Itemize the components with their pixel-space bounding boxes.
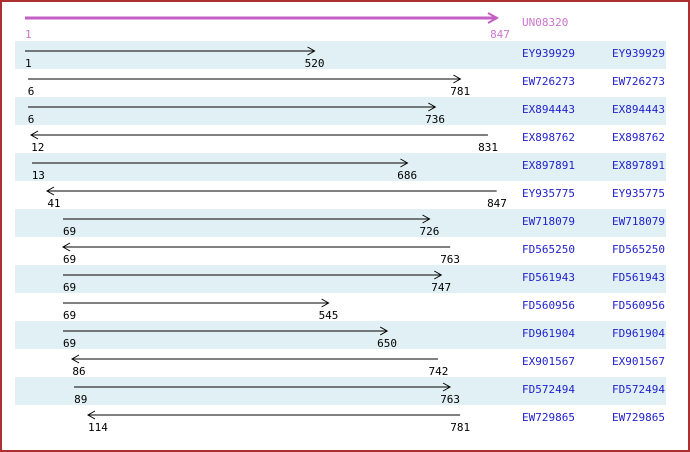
reference-accession-label: UN08320: [522, 16, 569, 29]
alignment-start-coordinate: 6: [27, 85, 35, 98]
accession-label[interactable]: FD572494: [522, 383, 575, 396]
alignment-row-band: [15, 265, 666, 293]
accession-link[interactable]: FD572494: [612, 383, 665, 396]
alignment-arrow-right-icon: [27, 74, 462, 84]
accession-link[interactable]: EY935775: [612, 187, 665, 200]
reference-arrow-icon: [25, 12, 500, 24]
accession-label[interactable]: FD565250: [522, 243, 575, 256]
alignment-row-band: [15, 377, 666, 405]
accession-label[interactable]: EW718079: [522, 215, 575, 228]
alignment-start-coordinate: 41: [47, 197, 61, 210]
alignment-arrow-left-icon: [61, 242, 451, 252]
accession-link[interactable]: EW726273: [612, 75, 665, 88]
alignment-arrow-right-icon: [62, 298, 330, 308]
alignment-end-coordinate: 763: [440, 393, 461, 406]
alignment-end-coordinate: 781: [450, 85, 471, 98]
alignment-start-coordinate: 69: [62, 281, 77, 294]
alignment-end-coordinate: 520: [304, 57, 325, 70]
accession-label[interactable]: EW726273: [522, 75, 575, 88]
alignment-start-coordinate: 12: [31, 141, 45, 154]
alignment-arrow-left-icon: [30, 130, 489, 140]
alignment-arrow-left-icon: [87, 410, 461, 420]
alignment-end-coordinate: 736: [425, 113, 445, 126]
alignment-start-coordinate: 69: [62, 225, 77, 238]
accession-label[interactable]: FD560956: [522, 299, 575, 312]
accession-label[interactable]: FD561943: [522, 271, 575, 284]
reference-start-coordinate: 1: [25, 28, 32, 41]
alignment-end-coordinate: 650: [377, 337, 398, 350]
accession-link[interactable]: EX897891: [612, 159, 665, 172]
alignment-end-coordinate: 545: [318, 309, 339, 322]
alignment-arrow-right-icon: [25, 46, 316, 56]
accession-link[interactable]: FD560956: [612, 299, 665, 312]
alignment-row-band: [15, 321, 666, 349]
alignment-arrow-left-icon: [46, 186, 497, 196]
alignment-end-coordinate: 726: [419, 225, 440, 238]
accession-link[interactable]: EX901567: [612, 355, 665, 368]
accession-label[interactable]: EW729865: [522, 411, 575, 424]
alignment-row-band: [15, 41, 666, 69]
alignment-row-band: [15, 153, 666, 181]
accession-label[interactable]: EY939929: [522, 47, 575, 60]
alignment-arrow-right-icon: [74, 382, 452, 392]
alignment-arrow-right-icon: [27, 102, 437, 112]
alignment-start-coordinate: 69: [62, 337, 77, 350]
accession-link[interactable]: EW729865: [612, 411, 665, 424]
alignment-end-coordinate: 831: [478, 141, 498, 154]
alignment-start-coordinate: 86: [72, 365, 86, 378]
alignment-arrow-right-icon: [62, 214, 431, 224]
alignment-start-coordinate: 6: [27, 113, 35, 126]
alignment-start-coordinate: 13: [31, 169, 45, 182]
alignment-row-band: [15, 97, 666, 125]
alignment-end-coordinate: 781: [450, 421, 471, 434]
accession-label[interactable]: EY935775: [522, 187, 575, 200]
accession-label[interactable]: EX898762: [522, 131, 575, 144]
accession-link[interactable]: FD565250: [612, 243, 665, 256]
accession-link[interactable]: EX894443: [612, 103, 665, 116]
accession-label[interactable]: EX897891: [522, 159, 575, 172]
alignment-start-coordinate: 89: [74, 393, 88, 406]
accession-link[interactable]: EW718079: [612, 215, 665, 228]
alignment-arrow-right-icon: [31, 158, 409, 168]
alignment-start-coordinate: 1: [25, 57, 32, 70]
alignment-arrow-left-icon: [71, 354, 439, 364]
alignment-start-coordinate: 114: [88, 421, 108, 434]
alignment-end-coordinate: 742: [428, 365, 449, 378]
alignment-arrow-right-icon: [62, 270, 443, 280]
accession-link[interactable]: FD561943: [612, 271, 665, 284]
alignment-arrow-right-icon: [62, 326, 389, 336]
alignment-start-coordinate: 69: [62, 253, 77, 266]
reference-end-coordinate: 847: [490, 28, 510, 41]
alignment-end-coordinate: 686: [397, 169, 418, 182]
accession-link[interactable]: EY939929: [612, 47, 665, 60]
accession-label[interactable]: EX894443: [522, 103, 575, 116]
alignment-start-coordinate: 69: [62, 309, 77, 322]
alignment-end-coordinate: 747: [431, 281, 452, 294]
accession-link[interactable]: EX898762: [612, 131, 665, 144]
accession-label[interactable]: EX901567: [522, 355, 575, 368]
alignment-end-coordinate: 763: [440, 253, 461, 266]
alignment-end-coordinate: 847: [487, 197, 507, 210]
accession-link[interactable]: FD961904: [612, 327, 665, 340]
accession-label[interactable]: FD961904: [522, 327, 575, 340]
alignment-row-band: [15, 209, 666, 237]
